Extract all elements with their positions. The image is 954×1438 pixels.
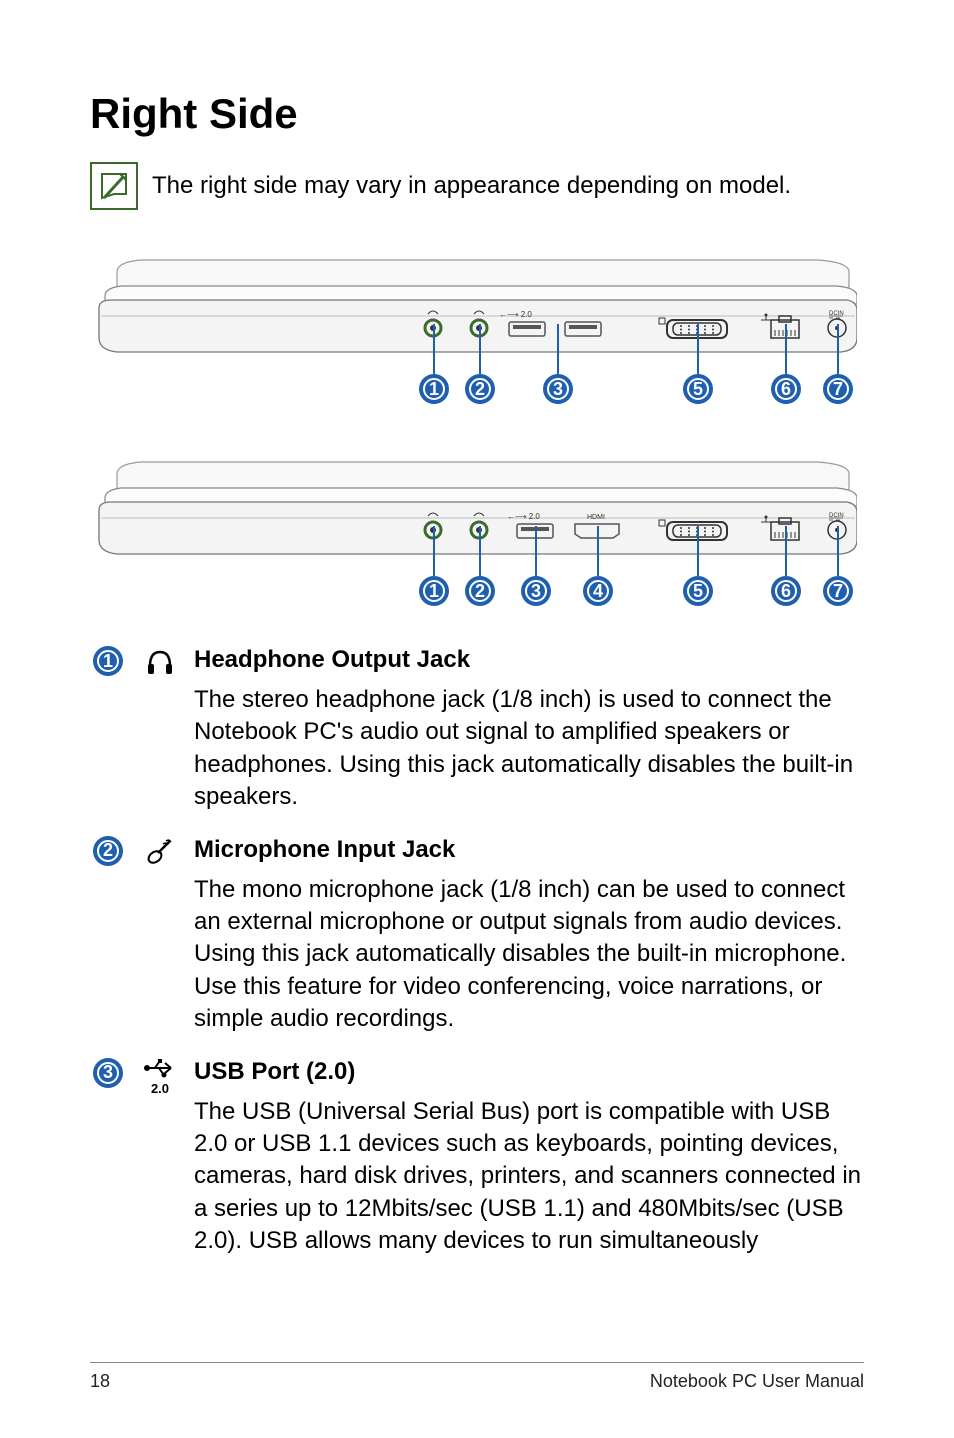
description-title: Microphone Input Jack [194,836,864,864]
description-title: USB Port (2.0) [194,1058,864,1086]
manual-name: Notebook PC User Manual [650,1371,864,1392]
note-icon [90,162,138,210]
number-badge-1: 1 [419,576,449,606]
description-item-2: 2 Microphone Input Jack The mono microph… [90,836,864,1036]
number-badge-3: 3 [93,1058,123,1088]
number-badge-6: 6 [771,374,801,404]
svg-text:←⟶ 2.0: ←⟶ 2.0 [499,310,532,319]
number-badge-2: 2 [465,374,495,404]
mic-icon [142,836,178,1036]
number-badge-5: 5 [683,576,713,606]
usb-icon: 2.0 [142,1058,178,1258]
number-badge-7: 7 [823,576,853,606]
number-badge-7: 7 [823,374,853,404]
description-text: The mono microphone jack (1/8 inch) can … [194,874,864,1036]
number-badge-1: 1 [419,374,449,404]
laptop-figure-variant-a: ←⟶ 2.0DCIN 1 2 3 5 6 7 [90,228,864,422]
description-title: Headphone Output Jack [194,646,864,674]
page-title: Right Side [90,90,864,138]
description-item-3: 3 2.0 USB Port (2.0) The USB (Universal … [90,1058,864,1258]
number-badge-6: 6 [771,576,801,606]
laptop-figure-variant-b: ←⟶ 2.0HDMIDCIN 1 2 3 4 5 6 7 [90,430,864,624]
description-item-1: 1 Headphone Output Jack The stereo headp… [90,646,864,814]
description-text: The USB (Universal Serial Bus) port is c… [194,1096,864,1258]
number-badge-2: 2 [465,576,495,606]
number-badge-1: 1 [93,646,123,676]
svg-text:←⟶ 2.0: ←⟶ 2.0 [507,512,540,521]
page-number: 18 [90,1371,110,1392]
number-badge-4: 4 [583,576,613,606]
number-badge-3: 3 [543,374,573,404]
number-badge-3: 3 [521,576,551,606]
number-badge-2: 2 [93,836,123,866]
description-text: The stereo headphone jack (1/8 inch) is … [194,684,864,814]
headphone-icon [142,646,178,814]
note-text: The right side may vary in appearance de… [152,170,791,201]
note-box: The right side may vary in appearance de… [90,162,864,210]
footer-rule [90,1362,864,1363]
svg-text:HDMI: HDMI [587,514,605,521]
number-badge-5: 5 [683,374,713,404]
